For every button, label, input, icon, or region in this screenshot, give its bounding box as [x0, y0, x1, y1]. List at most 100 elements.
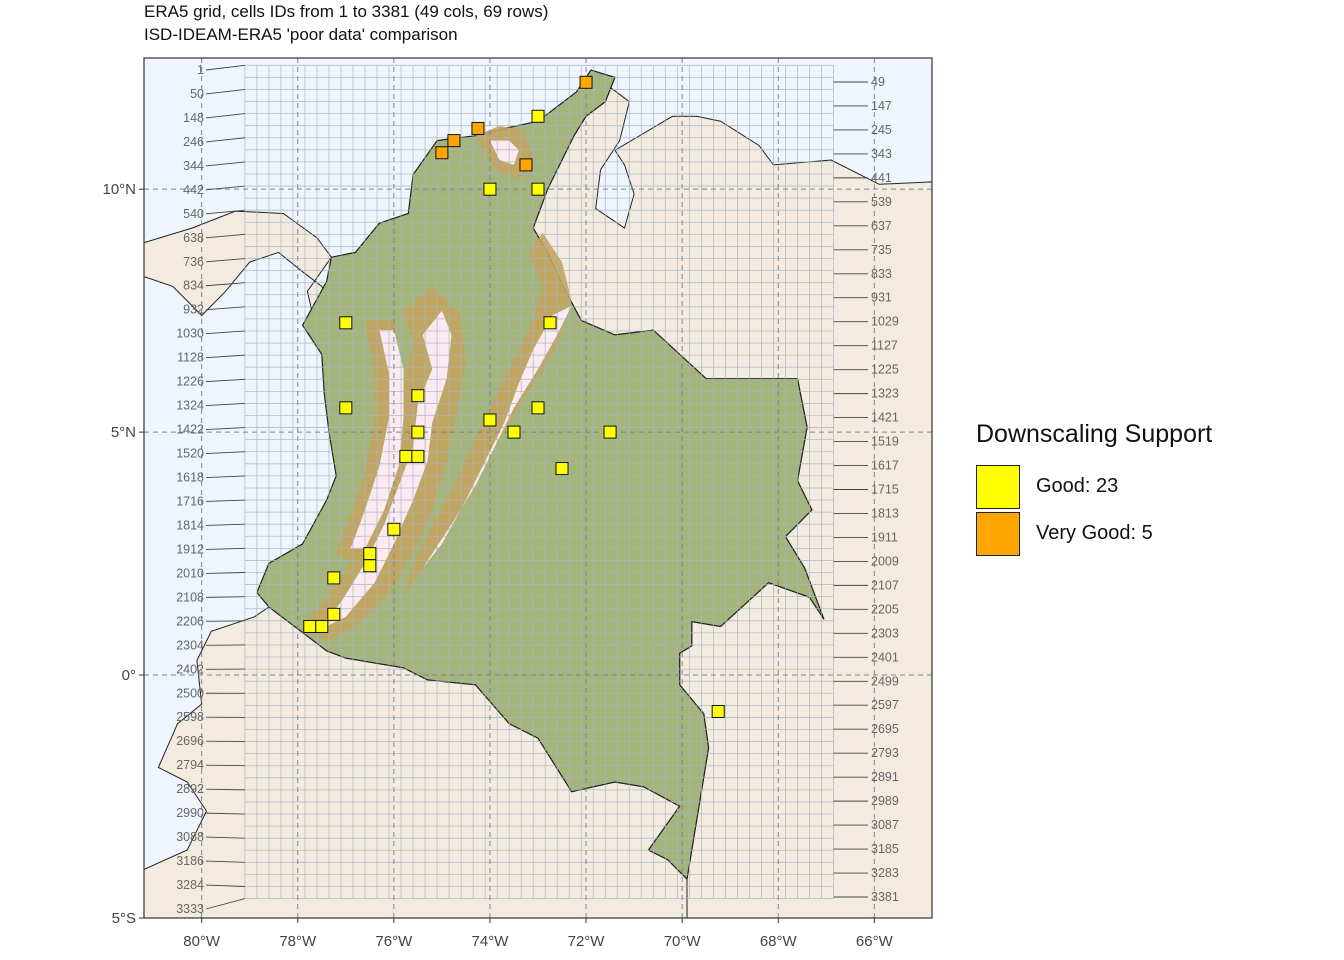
cell-id-leader-left — [205, 547, 245, 550]
cell-id-leader-left — [205, 499, 245, 502]
cell-id-leaders — [205, 64, 868, 910]
cell-id-leader-left — [205, 330, 245, 335]
station-marker-very-good — [447, 134, 461, 148]
cell-id-label-left: 1030 — [176, 327, 204, 341]
cell-id-label-right: 2401 — [871, 650, 899, 664]
cell-id-leader-left — [205, 788, 245, 791]
cell-id-label-left: 2010 — [176, 566, 204, 580]
cell-id-label-left: 1520 — [176, 447, 204, 461]
cell-id-label-left: 50 — [190, 87, 204, 101]
x-tick-label: 78°W — [279, 933, 317, 950]
cell-id-label-right: 1813 — [871, 506, 899, 520]
land-colombia — [256, 69, 825, 881]
station-marker-good — [315, 619, 329, 633]
cell-id-label-right: 1617 — [871, 459, 899, 473]
cell-id-leader-left — [205, 898, 246, 910]
cell-id-leader-left — [205, 860, 245, 863]
chart-subtitle: ISD-IDEAM-ERA5 'poor data' comparison — [144, 25, 458, 44]
legend-swatch-good — [976, 464, 1020, 509]
cell-id-label-left: 1422 — [176, 423, 204, 437]
station-marker-very-good — [579, 75, 593, 89]
station-marker-very-good — [471, 121, 485, 135]
y-tick-label: 5°S — [112, 910, 136, 927]
cell-id-leader-left — [205, 596, 245, 598]
cell-id-leader-left — [205, 306, 245, 311]
cell-id-label-left: 3333 — [176, 902, 204, 916]
cell-id-leader-left — [205, 836, 245, 839]
cell-id-label-left: 344 — [183, 159, 204, 173]
cell-id-label-right: 343 — [871, 147, 892, 161]
cell-id-label-left: 246 — [183, 135, 204, 149]
cell-id-label-right: 1225 — [871, 363, 899, 377]
cell-id-label-right: 2499 — [871, 674, 899, 688]
cell-id-leader-left — [205, 209, 245, 215]
x-tick-label: 68°W — [760, 933, 798, 950]
cell-id-label-right: 2793 — [871, 746, 899, 760]
station-marker-good — [411, 449, 425, 463]
legend-label-very-good: Very Good: 5 — [1036, 522, 1153, 544]
cell-id-label-left: 2402 — [176, 662, 204, 676]
cell-id-label-left: 2794 — [176, 758, 204, 772]
cell-id-label-left: 1324 — [176, 399, 204, 413]
chart-title: ERA5 grid, cells IDs from 1 to 3381 (49 … — [144, 2, 549, 21]
cell-id-label-left: 2500 — [176, 686, 204, 700]
cell-id-leader-left — [205, 258, 245, 263]
cell-id-label-right: 1323 — [871, 387, 899, 401]
cell-id-leader-left — [205, 161, 245, 167]
era5-grid — [244, 64, 834, 899]
station-marker-good — [711, 705, 725, 719]
cell-id-label-right: 3087 — [871, 818, 899, 832]
cell-id-label-right: 3381 — [871, 890, 899, 904]
cell-id-label-left: 638 — [183, 231, 204, 245]
legend-label-good: Good: 23 — [1036, 475, 1119, 497]
station-marker-good — [531, 109, 545, 123]
station-marker-good — [339, 401, 353, 415]
cell-id-label-right: 1519 — [871, 435, 899, 449]
cell-id-leader-left — [205, 427, 245, 431]
relief-highland-2 — [422, 305, 572, 569]
station-marker-good — [363, 547, 377, 561]
cell-id-leader-left — [205, 451, 245, 454]
cell-id-label-right: 2009 — [871, 554, 899, 568]
cell-id-leader-left — [205, 113, 245, 119]
x-tick-label: 66°W — [856, 933, 894, 950]
cell-id-label-left: 3186 — [176, 854, 204, 868]
station-marker-good — [363, 559, 377, 573]
cell-id-label-left: 2598 — [176, 710, 204, 724]
cell-id-label-left: 2108 — [176, 590, 204, 604]
map-panel-border — [143, 57, 933, 919]
station-marker-good — [327, 607, 341, 621]
legend-item-good: Good: 23 — [976, 463, 1212, 510]
cell-id-label-left: 148 — [183, 111, 204, 125]
cell-id-labels: 1 50 148 246 344 442 540 638 736 834 932 1030 1128 12… — [176, 63, 899, 916]
cell-id-label-right: 1127 — [871, 339, 898, 353]
cell-id-label-right: 245 — [871, 123, 892, 137]
cell-id-label-right: 2205 — [871, 602, 899, 616]
cell-id-label-right: 735 — [871, 243, 892, 257]
station-marker-good — [411, 389, 425, 403]
cell-id-label-left: 2304 — [176, 638, 204, 652]
cell-id-label-right: 1421 — [871, 411, 899, 425]
cell-id-leader-left — [205, 282, 245, 287]
title-block: ERA5 grid, cells IDs from 1 to 3381 (49 … — [144, 0, 548, 46]
cell-id-leader-left — [205, 64, 245, 71]
cell-id-label-right: 3185 — [871, 842, 899, 856]
cell-id-label-right: 931 — [871, 291, 892, 305]
cell-id-leader-left — [205, 523, 245, 526]
x-tick-label: 80°W — [183, 933, 221, 950]
cell-id-label-left: 2892 — [176, 782, 204, 796]
cell-id-leader-left — [205, 572, 245, 574]
legend-title: Downscaling Support — [976, 420, 1213, 448]
station-marker-good — [603, 425, 617, 439]
cell-id-label-left: 1226 — [176, 375, 204, 389]
cell-id-label-right: 3283 — [871, 866, 899, 880]
cell-id-label-right: 49 — [871, 75, 885, 89]
cell-id-label-left: 2696 — [176, 734, 204, 748]
cell-id-label-left: 442 — [183, 183, 204, 197]
cell-id-label-left: 1128 — [177, 351, 204, 365]
cell-id-label-left: 834 — [183, 279, 204, 293]
station-marker-good — [327, 571, 341, 585]
cell-id-label-left: 736 — [183, 255, 204, 269]
land-layer — [144, 69, 932, 918]
